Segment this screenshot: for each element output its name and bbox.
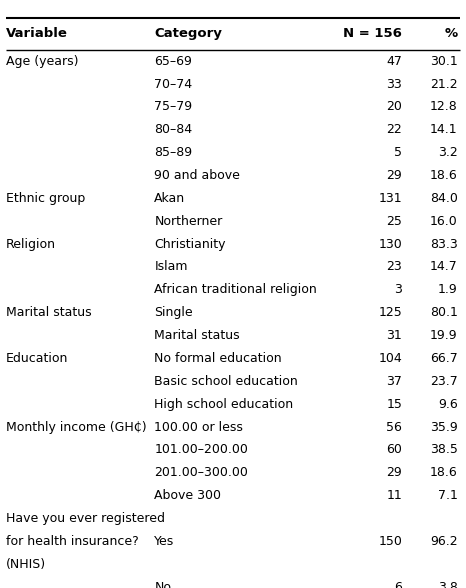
Text: Marital status: Marital status — [154, 329, 240, 342]
Text: 130: 130 — [378, 238, 402, 250]
Text: 31: 31 — [386, 329, 402, 342]
Text: 150: 150 — [378, 535, 402, 548]
Text: 21.2: 21.2 — [430, 78, 458, 91]
Text: 14.1: 14.1 — [430, 123, 458, 136]
Text: 3.2: 3.2 — [438, 146, 458, 159]
Text: 16.0: 16.0 — [430, 215, 458, 228]
Text: 37: 37 — [386, 375, 402, 387]
Text: 12.8: 12.8 — [430, 101, 458, 113]
Text: 35.9: 35.9 — [430, 420, 458, 433]
Text: 60: 60 — [386, 443, 402, 456]
Text: No: No — [154, 580, 171, 588]
Text: Monthly income (GH₵): Monthly income (GH₵) — [6, 420, 147, 433]
Text: Category: Category — [154, 27, 222, 40]
Text: African traditional religion: African traditional religion — [154, 283, 317, 296]
Text: 65–69: 65–69 — [154, 55, 192, 68]
Text: (NHIS): (NHIS) — [6, 557, 46, 571]
Text: 15: 15 — [386, 397, 402, 410]
Text: 22: 22 — [386, 123, 402, 136]
Text: 70–74: 70–74 — [154, 78, 192, 91]
Text: Education: Education — [6, 352, 69, 365]
Text: Ethnic group: Ethnic group — [6, 192, 85, 205]
Text: 33: 33 — [386, 78, 402, 91]
Text: 38.5: 38.5 — [430, 443, 458, 456]
Text: 23: 23 — [386, 260, 402, 273]
Text: Have you ever registered: Have you ever registered — [6, 512, 165, 525]
Text: 75–79: 75–79 — [154, 101, 192, 113]
Text: 1.9: 1.9 — [438, 283, 458, 296]
Text: 14.7: 14.7 — [430, 260, 458, 273]
Text: 18.6: 18.6 — [430, 169, 458, 182]
Text: Marital status: Marital status — [6, 306, 92, 319]
Text: Age (years): Age (years) — [6, 55, 79, 68]
Text: 85–89: 85–89 — [154, 146, 192, 159]
Text: 18.6: 18.6 — [430, 466, 458, 479]
Text: 19.9: 19.9 — [430, 329, 458, 342]
Text: Islam: Islam — [154, 260, 188, 273]
Text: 104: 104 — [378, 352, 402, 365]
Text: 9.6: 9.6 — [438, 397, 458, 410]
Text: 29: 29 — [386, 466, 402, 479]
Text: 3: 3 — [394, 283, 402, 296]
Text: 201.00–300.00: 201.00–300.00 — [154, 466, 248, 479]
Text: Variable: Variable — [6, 27, 68, 40]
Text: Single: Single — [154, 306, 193, 319]
Text: Basic school education: Basic school education — [154, 375, 298, 387]
Text: Above 300: Above 300 — [154, 489, 221, 502]
Text: No formal education: No formal education — [154, 352, 282, 365]
Text: 131: 131 — [378, 192, 402, 205]
Text: 7.1: 7.1 — [438, 489, 458, 502]
Text: 90 and above: 90 and above — [154, 169, 240, 182]
Text: 125: 125 — [378, 306, 402, 319]
Text: Yes: Yes — [154, 535, 174, 548]
Text: 25: 25 — [386, 215, 402, 228]
Text: 80–84: 80–84 — [154, 123, 192, 136]
Text: Religion: Religion — [6, 238, 56, 250]
Text: Northerner: Northerner — [154, 215, 222, 228]
Text: 83.3: 83.3 — [430, 238, 458, 250]
Text: for health insurance?: for health insurance? — [6, 535, 139, 548]
Text: 100.00 or less: 100.00 or less — [154, 420, 243, 433]
Text: Christianity: Christianity — [154, 238, 226, 250]
Text: 101.00–200.00: 101.00–200.00 — [154, 443, 248, 456]
Text: 23.7: 23.7 — [430, 375, 458, 387]
Text: 66.7: 66.7 — [430, 352, 458, 365]
Text: 96.2: 96.2 — [430, 535, 458, 548]
Text: 80.1: 80.1 — [430, 306, 458, 319]
Text: 5: 5 — [394, 146, 402, 159]
Text: %: % — [445, 27, 458, 40]
Text: Akan: Akan — [154, 192, 185, 205]
Text: 11: 11 — [386, 489, 402, 502]
Text: High school education: High school education — [154, 397, 294, 410]
Text: N = 156: N = 156 — [343, 27, 402, 40]
Text: 6: 6 — [394, 580, 402, 588]
Text: 84.0: 84.0 — [430, 192, 458, 205]
Text: 29: 29 — [386, 169, 402, 182]
Text: 47: 47 — [386, 55, 402, 68]
Text: 3.8: 3.8 — [438, 580, 458, 588]
Text: 20: 20 — [386, 101, 402, 113]
Text: 56: 56 — [386, 420, 402, 433]
Text: 30.1: 30.1 — [430, 55, 458, 68]
